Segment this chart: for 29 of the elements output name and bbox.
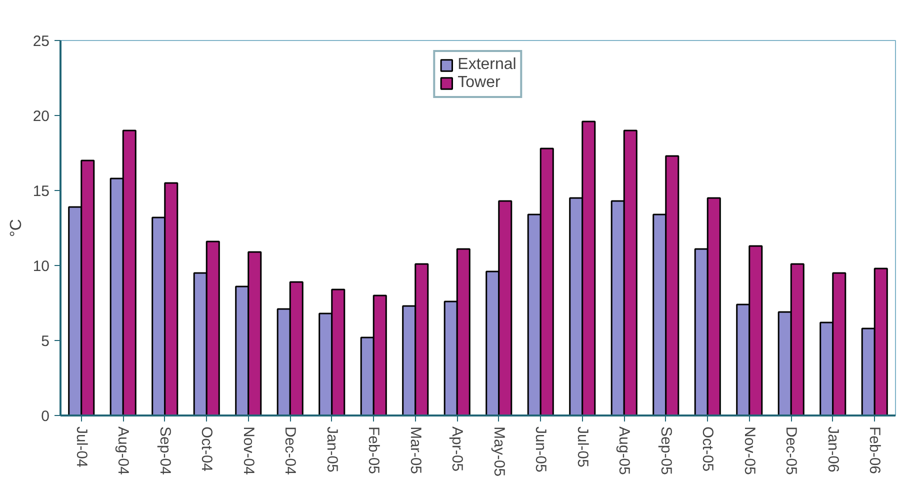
y-tick-label: 5 (41, 333, 50, 350)
x-tick-label: Oct-05 (699, 426, 716, 472)
x-tick-label: Jan-06 (824, 426, 842, 472)
y-tick-label: 25 (32, 33, 50, 50)
x-tick-label: Aug-04 (114, 426, 132, 475)
x-tick-label: Jul-05 (574, 426, 591, 468)
legend-label: Tower (458, 74, 500, 92)
legend-label: External (458, 56, 516, 74)
x-tick-label: Sep-04 (156, 426, 174, 475)
x-tick-label: Feb-06 (866, 426, 884, 474)
x-tick-label: Apr-05 (448, 426, 466, 472)
x-tick-label: Jun-05 (532, 426, 550, 472)
x-tick-label: Aug-05 (616, 426, 633, 475)
y-axis-title: °C (8, 219, 25, 237)
x-tick-label: Mar-05 (406, 426, 424, 474)
y-tick-label: 0 (41, 408, 50, 425)
x-tick-label: May-05 (490, 426, 508, 477)
y-tick-label: 15 (32, 183, 50, 200)
x-tick-label: Feb-05 (365, 426, 382, 474)
x-tick-label: Dec-04 (282, 426, 299, 475)
x-tick-label: Jul-04 (72, 426, 90, 468)
x-tick-label: Jan-05 (323, 426, 340, 472)
x-tick-label: Nov-04 (240, 426, 257, 475)
y-tick-label: 20 (32, 108, 50, 125)
x-tick-label: Sep-05 (657, 426, 674, 475)
y-tick-label: 10 (32, 258, 50, 275)
x-tick-label: Dec-05 (782, 426, 800, 475)
x-tick-label: Oct-04 (198, 426, 216, 472)
x-tick-label: Nov-05 (740, 426, 758, 475)
